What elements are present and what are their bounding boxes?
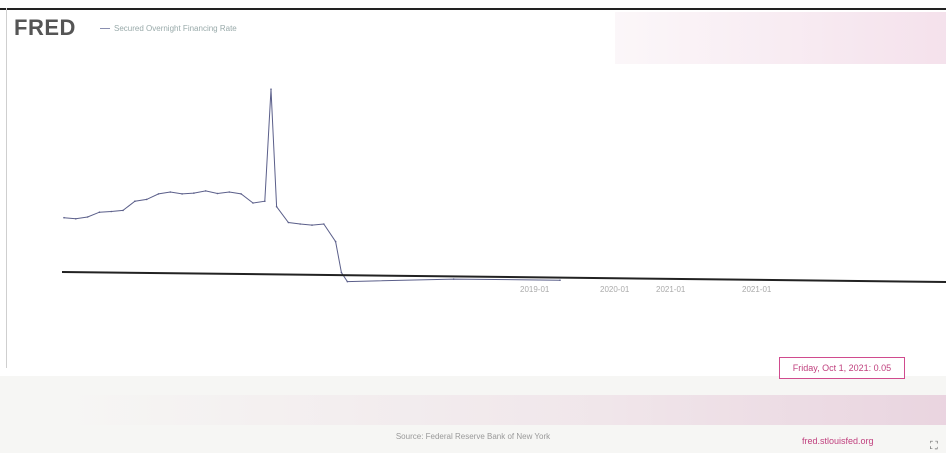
data-point xyxy=(346,280,349,283)
data-point xyxy=(299,223,302,225)
data-point xyxy=(252,202,254,204)
top-rule xyxy=(0,8,946,10)
fred-link[interactable]: fred.stlouisfed.org xyxy=(802,436,874,446)
data-point xyxy=(559,279,561,282)
data-point xyxy=(169,191,172,193)
data-point xyxy=(334,240,337,243)
fred-logo[interactable]: FRED xyxy=(14,15,76,40)
legend-label: Secured Overnight Financing Rate xyxy=(114,24,237,33)
legend-swatch xyxy=(100,28,110,29)
data-point xyxy=(98,211,101,213)
data-point xyxy=(240,193,242,195)
fullscreen-icon[interactable]: ⛶ xyxy=(930,440,938,452)
data-point xyxy=(340,271,343,274)
data-point xyxy=(287,221,290,224)
x-axis-line xyxy=(61,271,946,283)
data-point xyxy=(145,198,148,201)
legend: Secured Overnight Financing Rate xyxy=(100,24,237,33)
data-point xyxy=(134,200,136,202)
data-point xyxy=(110,210,112,213)
data-point xyxy=(323,223,325,225)
data-point xyxy=(311,224,313,226)
navigator-tick-label: 2021-01 xyxy=(742,285,772,294)
navigator-tick-label: 2020-01 xyxy=(600,285,630,294)
data-point xyxy=(86,216,89,218)
left-rule xyxy=(6,8,7,368)
line-chart: 2019-01 2020-01 2021-01 2021-01 xyxy=(61,88,946,294)
data-point xyxy=(264,200,266,202)
data-point xyxy=(193,192,195,194)
data-point xyxy=(270,88,272,90)
shaded-region xyxy=(615,12,946,64)
data-point xyxy=(204,190,207,192)
data-point xyxy=(122,209,124,212)
navigator-tick-label: 2021-01 xyxy=(656,285,686,294)
series-line-0 xyxy=(63,89,561,283)
data-point xyxy=(452,278,455,280)
data-point xyxy=(157,193,160,195)
data-point xyxy=(275,205,278,208)
data-point xyxy=(216,192,219,195)
navigator-band[interactable] xyxy=(60,395,946,425)
data-point xyxy=(228,191,231,193)
data-point xyxy=(181,193,183,195)
chart-frame xyxy=(0,0,946,376)
data-point xyxy=(63,216,65,219)
data-point xyxy=(75,218,77,220)
navigator-tick-label: 2019-01 xyxy=(520,285,550,294)
